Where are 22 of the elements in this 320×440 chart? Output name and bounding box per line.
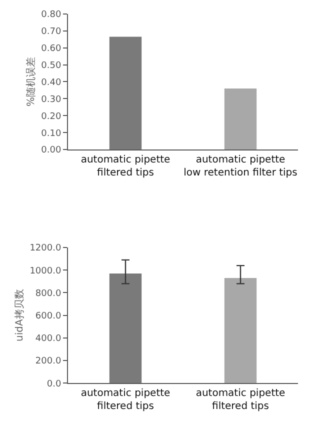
y-tick-label: 0.0 (46, 379, 62, 390)
y-tick-label: 200.0 (35, 356, 62, 367)
x-tick-label: automatic pipette filtered tips (80, 388, 170, 412)
y-tick-label: 0.60 (41, 44, 62, 54)
y-tick-label: 0.20 (41, 112, 62, 122)
y-tick-label: 0.10 (41, 128, 62, 139)
y-tick-label: 400.0 (35, 334, 62, 344)
y-tick-label: 800.0 (35, 288, 62, 299)
y-tick-label: 0.50 (41, 60, 62, 71)
y-tick-label: 1000.0 (30, 266, 62, 276)
y-tick-label: 600.0 (35, 311, 62, 322)
y-tick-label: 0.00 (41, 146, 62, 156)
y-axis-title: uidA拷贝数 (14, 289, 26, 342)
y-tick-label: 0.70 (41, 27, 62, 37)
x-tick-label: automatic pipette filtered tips (80, 154, 170, 179)
y-tick-label: 1200.0 (30, 244, 62, 254)
y-tick-label: 0.40 (41, 78, 62, 88)
x-tick-label: automatic pipette filtered tips (196, 388, 286, 412)
y-tick-label: 0.30 (41, 94, 62, 105)
y-axis-title: %随机误差 (25, 56, 38, 106)
y-tick-label: 0.80 (41, 10, 62, 20)
x-tick-label: automatic pipette low retention filter tips (184, 154, 298, 179)
